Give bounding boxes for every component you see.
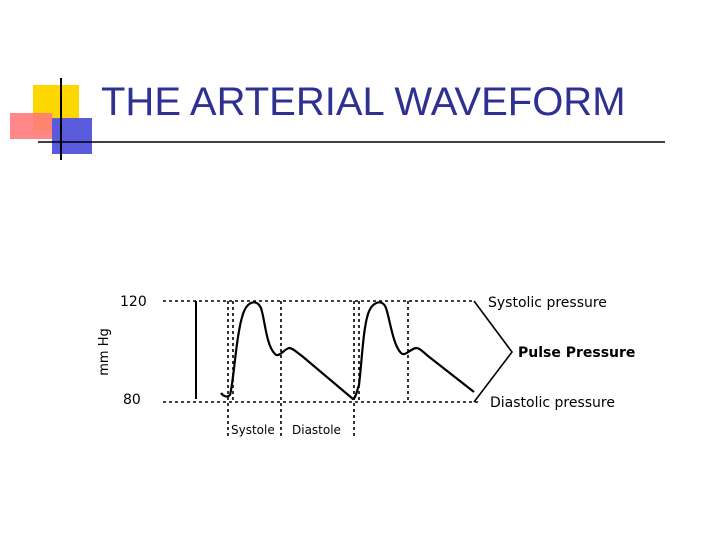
systolic-pressure-label: Systolic pressure <box>488 295 607 311</box>
y-axis-label: mm Hg <box>97 328 112 376</box>
pulse-pressure-bracket <box>473 300 514 403</box>
y-bottom-label: 80 <box>123 392 141 408</box>
pulse-pressure-label: Pulse Pressure <box>518 345 635 361</box>
diastole-label: Diastole <box>292 423 341 437</box>
decor-red-square <box>10 113 52 139</box>
systole-label: Systole <box>231 423 275 437</box>
decor-blue-square <box>52 118 92 154</box>
y-top-label: 120 <box>120 294 147 310</box>
diastolic-pressure-label: Diastolic pressure <box>490 395 615 411</box>
slide-title: THE ARTERIAL WAVEFORM <box>101 80 626 124</box>
pressure-waveform <box>220 301 475 401</box>
